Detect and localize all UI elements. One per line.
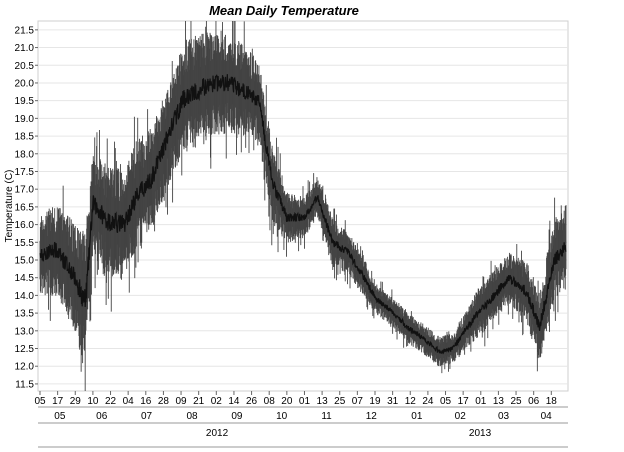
- series-line: [39, 74, 567, 355]
- y-tick-label: 18.0: [15, 149, 35, 160]
- x-month-label: 04: [541, 411, 553, 422]
- x-day-label: 10: [87, 396, 99, 407]
- y-tick-label: 13.5: [15, 309, 35, 320]
- x-month-label: 05: [54, 411, 66, 422]
- y-tick-label: 11.5: [15, 379, 34, 390]
- x-day-label: 29: [70, 396, 82, 407]
- x-axis: 05 17 29 10 22 04 16 28 09 21 02 14 26 08 20 01 13 25 07 19…: [34, 391, 568, 448]
- x-day-label: 05: [34, 396, 46, 407]
- y-tick-label: 19.0: [15, 114, 35, 125]
- y-tick-label: 15.5: [15, 238, 35, 249]
- x-day-label: 06: [528, 396, 540, 407]
- x-day-label: 17: [52, 396, 64, 407]
- x-month-label: 11: [321, 411, 332, 422]
- x-day-label: 16: [140, 396, 152, 407]
- x-year-label: 2013: [469, 428, 492, 439]
- y-tick-label: 14.5: [15, 273, 35, 284]
- x-day-label: 26: [246, 396, 258, 407]
- x-day-label: 12: [405, 396, 417, 407]
- x-month-label: 01: [411, 411, 423, 422]
- x-month-label: 03: [498, 411, 510, 422]
- x-month-label: 07: [141, 411, 153, 422]
- y-axis-ticks: 21.5 21.0 20.5 20.0 19.5 19.0 18.5 18.0 17.5 17.0…: [15, 25, 38, 390]
- x-month-label: 06: [96, 411, 108, 422]
- x-day-label: 14: [228, 396, 240, 407]
- x-day-label: 01: [475, 396, 487, 407]
- y-tick-label: 14.0: [15, 291, 35, 302]
- x-day-label: 01: [299, 396, 311, 407]
- x-year-label: 2012: [206, 428, 229, 439]
- x-day-label: 05: [440, 396, 452, 407]
- y-tick-label: 16.0: [15, 220, 35, 231]
- x-day-label: 20: [281, 396, 293, 407]
- y-tick-label: 12.5: [15, 344, 35, 355]
- x-day-label: 09: [175, 396, 187, 407]
- y-tick-label: 20.0: [15, 78, 35, 89]
- x-day-label: 17: [458, 396, 470, 407]
- x-day-label: 04: [123, 396, 135, 407]
- y-tick-label: 12.0: [15, 362, 35, 373]
- y-tick-label: 20.5: [15, 61, 35, 72]
- x-day-label: 18: [546, 396, 558, 407]
- y-axis-label: Temperature (C): [4, 170, 15, 243]
- y-tick-label: 19.5: [15, 96, 35, 107]
- y-tick-label: 21.0: [15, 43, 35, 54]
- x-month-label: 10: [276, 411, 288, 422]
- x-day-label: 13: [493, 396, 505, 407]
- chart-title: Mean Daily Temperature: [209, 3, 359, 18]
- x-day-label: 25: [334, 396, 346, 407]
- x-day-label: 21: [193, 396, 205, 407]
- x-month-label: 08: [187, 411, 199, 422]
- x-day-label: 25: [510, 396, 522, 407]
- x-day-label: 13: [317, 396, 329, 407]
- y-tick-label: 16.5: [15, 202, 35, 213]
- y-tick-label: 17.0: [15, 185, 35, 196]
- y-tick-label: 17.5: [15, 167, 35, 178]
- x-day-label: 22: [105, 396, 117, 407]
- x-month-label: 02: [455, 411, 467, 422]
- y-tick-label: 13.0: [15, 326, 35, 337]
- x-month-label: 12: [366, 411, 378, 422]
- y-tick-label: 18.5: [15, 132, 35, 143]
- x-day-label: 28: [158, 396, 170, 407]
- x-day-label: 19: [369, 396, 381, 407]
- x-day-label: 02: [211, 396, 223, 407]
- y-tick-label: 15.0: [15, 255, 35, 266]
- y-tick-label: 21.5: [15, 25, 35, 36]
- x-day-label: 24: [422, 396, 434, 407]
- x-month-label: 09: [231, 411, 243, 422]
- x-day-label: 07: [352, 396, 364, 407]
- x-day-label: 08: [264, 396, 276, 407]
- x-day-label: 31: [387, 396, 399, 407]
